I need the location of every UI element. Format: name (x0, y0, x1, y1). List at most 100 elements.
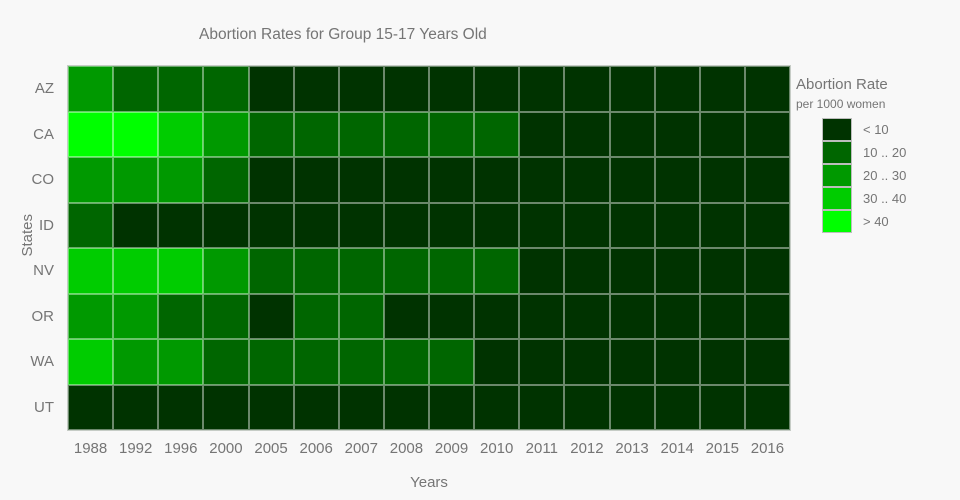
heatmap-cell[interactable] (113, 248, 159, 294)
heatmap-cell[interactable] (429, 248, 475, 294)
heatmap-cell[interactable] (68, 293, 114, 339)
heatmap-cell[interactable] (248, 66, 294, 112)
heatmap-cell[interactable] (248, 339, 294, 385)
heatmap-cell[interactable] (429, 339, 475, 385)
heatmap-cell[interactable] (474, 66, 520, 112)
heatmap-cell[interactable] (744, 248, 790, 294)
heatmap-cell[interactable] (429, 66, 475, 112)
heatmap-cell[interactable] (383, 339, 429, 385)
heatmap-cell[interactable] (654, 293, 700, 339)
heatmap-cell[interactable] (609, 384, 655, 430)
heatmap-cell[interactable] (564, 157, 610, 203)
heatmap-cell[interactable] (68, 157, 114, 203)
heatmap-cell[interactable] (654, 202, 700, 248)
heatmap-cell[interactable] (474, 339, 520, 385)
heatmap-cell[interactable] (248, 384, 294, 430)
heatmap-cell[interactable] (203, 339, 249, 385)
heatmap-cell[interactable] (338, 66, 384, 112)
heatmap-cell[interactable] (519, 157, 565, 203)
heatmap-cell[interactable] (113, 384, 159, 430)
heatmap-cell[interactable] (519, 384, 565, 430)
heatmap-cell[interactable] (474, 293, 520, 339)
heatmap-cell[interactable] (203, 202, 249, 248)
heatmap-cell[interactable] (699, 384, 745, 430)
heatmap-cell[interactable] (158, 66, 204, 112)
heatmap-cell[interactable] (338, 111, 384, 157)
heatmap-cell[interactable] (248, 248, 294, 294)
heatmap-cell[interactable] (68, 111, 114, 157)
heatmap-cell[interactable] (158, 202, 204, 248)
heatmap-cell[interactable] (474, 248, 520, 294)
heatmap-cell[interactable] (519, 66, 565, 112)
heatmap-cell[interactable] (519, 248, 565, 294)
heatmap-cell[interactable] (654, 384, 700, 430)
heatmap-cell[interactable] (293, 248, 339, 294)
heatmap-cell[interactable] (519, 202, 565, 248)
heatmap-cell[interactable] (293, 157, 339, 203)
heatmap-cell[interactable] (744, 66, 790, 112)
heatmap-cell[interactable] (699, 339, 745, 385)
heatmap-cell[interactable] (609, 157, 655, 203)
heatmap-cell[interactable] (158, 339, 204, 385)
heatmap-cell[interactable] (564, 202, 610, 248)
heatmap-cell[interactable] (383, 248, 429, 294)
heatmap-cell[interactable] (68, 248, 114, 294)
heatmap-cell[interactable] (158, 384, 204, 430)
heatmap-cell[interactable] (519, 339, 565, 385)
heatmap-cell[interactable] (564, 384, 610, 430)
heatmap-cell[interactable] (203, 248, 249, 294)
heatmap-cell[interactable] (338, 248, 384, 294)
heatmap-cell[interactable] (113, 157, 159, 203)
heatmap-cell[interactable] (383, 157, 429, 203)
heatmap-cell[interactable] (474, 202, 520, 248)
heatmap-cell[interactable] (564, 66, 610, 112)
heatmap-cell[interactable] (654, 111, 700, 157)
heatmap-cell[interactable] (609, 293, 655, 339)
heatmap-cell[interactable] (654, 157, 700, 203)
heatmap-cell[interactable] (293, 66, 339, 112)
heatmap-cell[interactable] (429, 157, 475, 203)
heatmap-cell[interactable] (744, 157, 790, 203)
heatmap-cell[interactable] (564, 248, 610, 294)
heatmap-cell[interactable] (248, 157, 294, 203)
heatmap-cell[interactable] (338, 202, 384, 248)
heatmap-cell[interactable] (203, 157, 249, 203)
heatmap-cell[interactable] (744, 384, 790, 430)
heatmap-cell[interactable] (383, 111, 429, 157)
heatmap-cell[interactable] (474, 111, 520, 157)
heatmap-cell[interactable] (113, 293, 159, 339)
heatmap-cell[interactable] (68, 66, 114, 112)
heatmap-cell[interactable] (519, 111, 565, 157)
heatmap-cell[interactable] (338, 293, 384, 339)
heatmap-cell[interactable] (609, 248, 655, 294)
heatmap-cell[interactable] (158, 248, 204, 294)
heatmap-cell[interactable] (68, 339, 114, 385)
heatmap-cell[interactable] (744, 111, 790, 157)
heatmap-cell[interactable] (248, 202, 294, 248)
heatmap-cell[interactable] (654, 248, 700, 294)
heatmap-cell[interactable] (474, 157, 520, 203)
heatmap-cell[interactable] (744, 339, 790, 385)
heatmap-cell[interactable] (699, 157, 745, 203)
heatmap-cell[interactable] (564, 339, 610, 385)
heatmap-cell[interactable] (203, 111, 249, 157)
heatmap-cell[interactable] (699, 202, 745, 248)
heatmap-cell[interactable] (654, 66, 700, 112)
heatmap-cell[interactable] (293, 111, 339, 157)
heatmap-cell[interactable] (113, 111, 159, 157)
heatmap-cell[interactable] (338, 384, 384, 430)
heatmap-cell[interactable] (609, 202, 655, 248)
heatmap-cell[interactable] (609, 111, 655, 157)
heatmap-cell[interactable] (248, 293, 294, 339)
heatmap-cell[interactable] (609, 339, 655, 385)
heatmap-cell[interactable] (293, 202, 339, 248)
heatmap-cell[interactable] (429, 202, 475, 248)
heatmap-cell[interactable] (699, 248, 745, 294)
heatmap-cell[interactable] (429, 384, 475, 430)
heatmap-cell[interactable] (429, 111, 475, 157)
heatmap-cell[interactable] (158, 111, 204, 157)
heatmap-cell[interactable] (383, 66, 429, 112)
heatmap-cell[interactable] (248, 111, 294, 157)
heatmap-cell[interactable] (203, 66, 249, 112)
heatmap-cell[interactable] (744, 202, 790, 248)
